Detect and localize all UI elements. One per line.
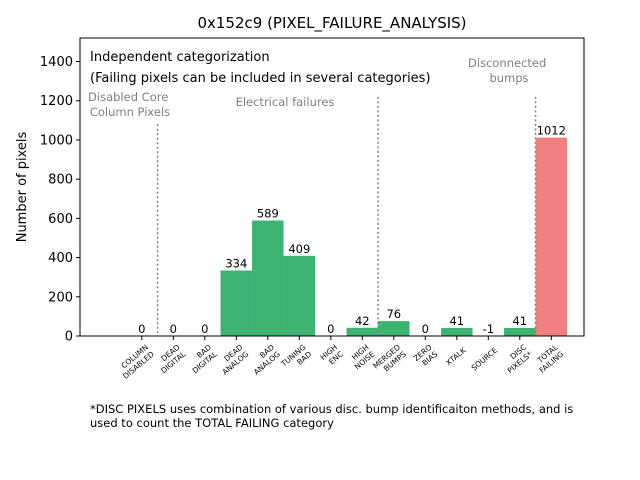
x-tick-label: BADDIGITAL (185, 342, 220, 375)
annotation-disconnected-line2: bumps (489, 71, 528, 85)
data-label: 42 (355, 314, 370, 328)
x-tick-label-line: SOURCE (470, 346, 500, 373)
annotation-disconnected: Disconnected bumps (468, 56, 550, 85)
bar (283, 255, 316, 336)
axes-frame (79, 37, 585, 337)
x-tick-label: SOURCE (470, 346, 500, 373)
bar (220, 270, 253, 336)
x-tick-label: XTALK (444, 345, 468, 368)
y-tick-label: 0 (65, 330, 73, 345)
y-tick-label: 1400 (40, 55, 73, 70)
y-tick-label: 1200 (40, 94, 73, 109)
bar (346, 327, 379, 336)
chart-title: 0x152c9 (PIXEL_FAILURE_ANALYSIS) (197, 14, 466, 33)
data-label: 334 (225, 257, 247, 271)
bar (252, 220, 284, 336)
annotation-disconnected-line1: Disconnected (468, 56, 546, 70)
x-tick-label: ZEROBIAS (412, 342, 440, 369)
data-label: 589 (257, 207, 279, 221)
y-tick-label: 200 (48, 290, 73, 305)
data-label: 1012 (537, 124, 566, 138)
data-label: 0 (138, 322, 145, 336)
footnote-line2: used to count the TOTAL FAILING category (90, 416, 334, 430)
annotation-line2: (Failing pixels can be included in sever… (90, 71, 431, 86)
x-tick-label: COLUMNDISABLED (115, 342, 156, 380)
y-axis-label: Number of pixels (15, 131, 30, 242)
y-tick-label: 600 (48, 212, 73, 227)
x-tick-label: MERGEDBUMPS (371, 342, 408, 377)
annotation-electrical: Electrical failures (236, 95, 335, 109)
data-label: 0 (201, 322, 208, 336)
data-label: 41 (449, 314, 464, 328)
x-tick-label: TOTALFAILING (532, 342, 566, 375)
data-label: 0 (422, 322, 429, 336)
x-tick-label: DEADDIGITAL (153, 342, 188, 375)
x-tick-label: DISCPIXELS* (500, 342, 534, 375)
y-tick-label: 1000 (40, 133, 73, 148)
annotation-disabled-core-line2: Column Pixels (90, 105, 170, 119)
annotation-disabled-core: Disabled Core Column Pixels (88, 90, 172, 119)
data-label: -1 (483, 322, 494, 336)
data-label: 0 (327, 322, 334, 336)
data-label: 0 (170, 322, 177, 336)
bar (378, 321, 410, 336)
annotation-line1: Independent categorization (90, 50, 270, 65)
y-tick-label: 400 (48, 251, 73, 266)
x-tick-label: HIGHNOISE (347, 342, 377, 371)
data-label: 41 (512, 314, 527, 328)
bar (535, 137, 568, 336)
x-tick-label-line: XTALK (444, 345, 468, 368)
bar (441, 327, 473, 336)
x-tick-label: HIGHENC (319, 343, 345, 369)
data-label: 409 (288, 242, 310, 256)
data-label: 76 (386, 307, 401, 321)
y-tick-label: 800 (48, 173, 73, 188)
annotation-disabled-core-line1: Disabled Core (88, 90, 168, 104)
footnote: *DISC PIXELS uses combination of various… (90, 402, 577, 430)
bar (504, 327, 536, 336)
x-tick-label: TUNINGBAD (279, 343, 314, 376)
x-tick-label: DEADANALOG (215, 342, 251, 376)
x-tick-label: BADANALOG (246, 343, 282, 377)
footnote-line1: *DISC PIXELS uses combination of various… (90, 402, 573, 416)
